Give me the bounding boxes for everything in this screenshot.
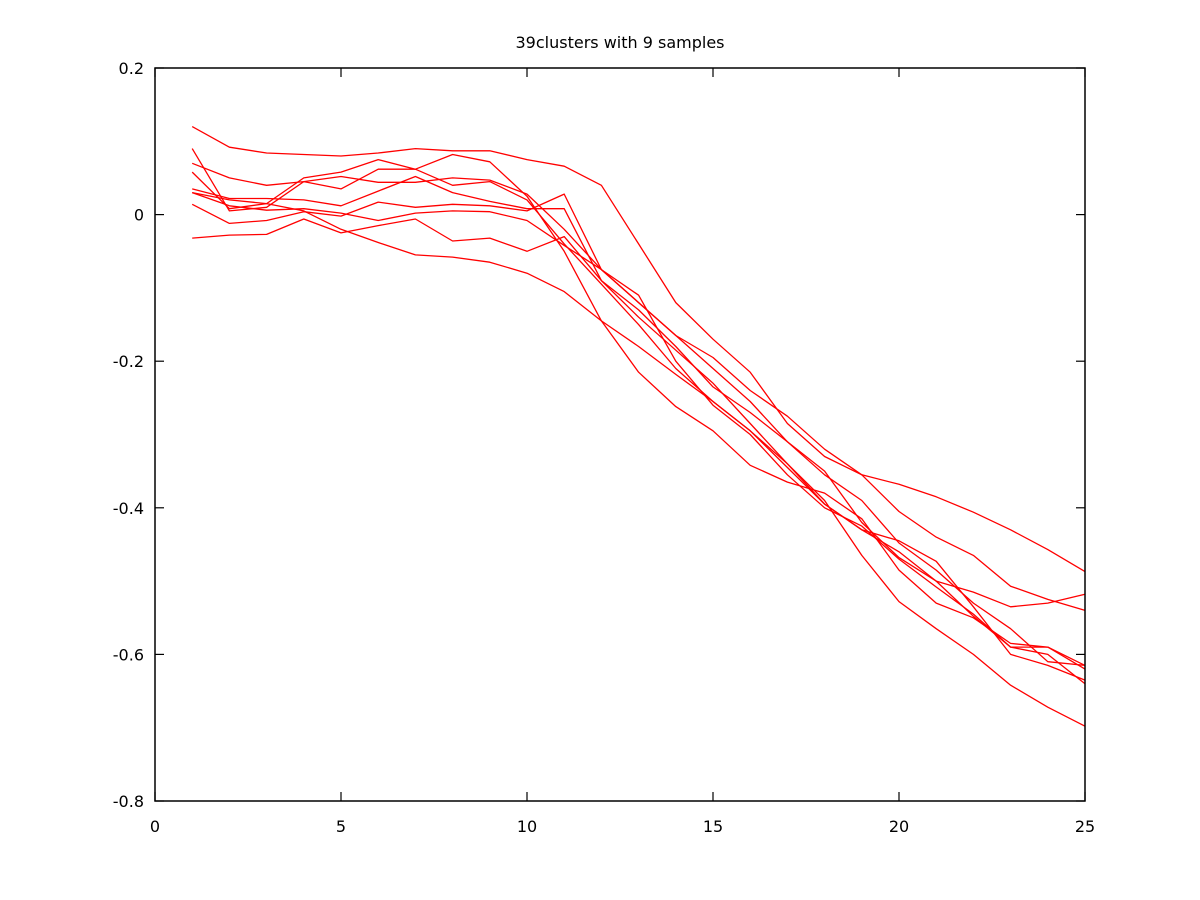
series-line-6 — [191, 191, 1086, 667]
x-tick-label: 25 — [1075, 817, 1095, 836]
y-tick-label: -0.6 — [113, 645, 144, 664]
series-line-9 — [192, 191, 1086, 727]
series-line-2 — [191, 162, 1086, 612]
series-line-4 — [191, 153, 1086, 670]
chart-title: 39clusters with 9 samples — [516, 33, 725, 52]
series-line-3 — [191, 148, 1086, 608]
y-tick-label: 0 — [134, 206, 144, 225]
series-line-8 — [192, 218, 1086, 681]
y-tick-label: -0.8 — [113, 792, 144, 811]
series-layer — [191, 126, 1086, 727]
y-tick-label: 0.2 — [119, 59, 144, 78]
x-tick-label: 15 — [703, 817, 723, 836]
series-line-1 — [191, 126, 1086, 573]
x-tick-label: 20 — [889, 817, 909, 836]
series-line-7 — [191, 193, 1086, 666]
y-tick-label: -0.2 — [113, 352, 144, 371]
x-tick-label: 0 — [150, 817, 160, 836]
axes-layer: 0 5 10 15 20 25 0.2 0 -0.2 -0.4 -0.6 -0.8 — [113, 59, 1095, 836]
y-tick-label: -0.4 — [113, 499, 144, 518]
x-tick-label: 10 — [517, 817, 537, 836]
x-tick-label: 5 — [336, 817, 346, 836]
series-line-5 — [192, 175, 1086, 685]
plot-frame — [154, 67, 1086, 802]
